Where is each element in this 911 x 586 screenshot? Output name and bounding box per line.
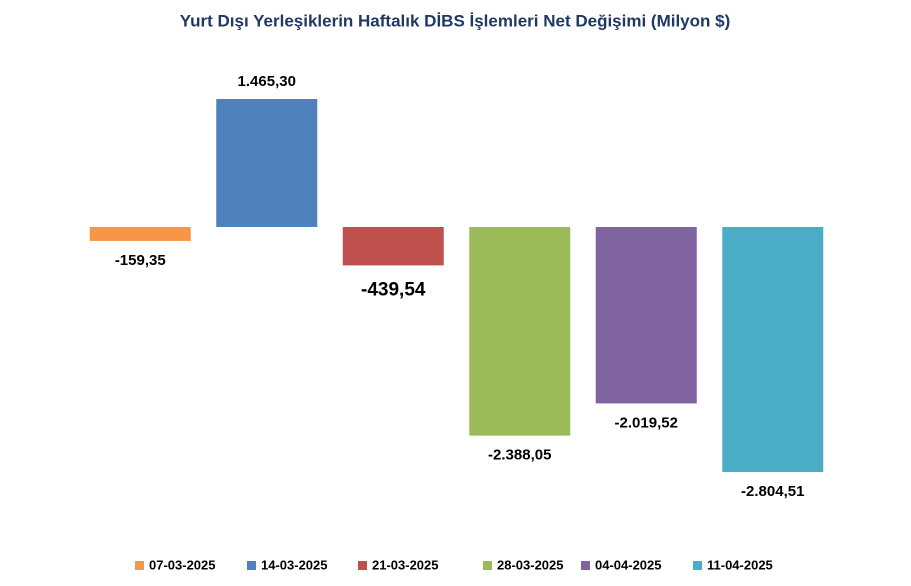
value-label: -159,35 bbox=[115, 252, 166, 269]
legend-swatch bbox=[581, 561, 590, 570]
value-label: -2.019,52 bbox=[615, 414, 678, 431]
bar bbox=[342, 227, 444, 266]
legend-label: 04-04-2025 bbox=[595, 557, 662, 572]
legend-label: 28-03-2025 bbox=[497, 557, 564, 572]
value-label: 1.465,30 bbox=[238, 73, 296, 90]
bar bbox=[216, 99, 318, 228]
bar bbox=[89, 227, 191, 241]
chart-title: Yurt Dışı Yerleşiklerin Haftalık DİBS İş… bbox=[180, 11, 731, 30]
legend-label: 11-04-2025 bbox=[707, 557, 773, 572]
legend-swatch bbox=[483, 561, 492, 570]
value-label: -2.804,51 bbox=[741, 483, 804, 500]
bar bbox=[595, 227, 697, 404]
legend-swatch bbox=[358, 561, 367, 570]
legend-label: 21-03-2025 bbox=[372, 557, 439, 572]
legend-swatch bbox=[247, 561, 256, 570]
value-label: -439,54 bbox=[361, 279, 426, 300]
legend-swatch bbox=[135, 561, 144, 570]
legend-swatch bbox=[693, 561, 702, 570]
value-label: -2.388,05 bbox=[488, 447, 551, 464]
bar bbox=[469, 227, 571, 436]
legend-label: 14-03-2025 bbox=[261, 557, 328, 572]
bar bbox=[722, 227, 824, 472]
legend-label: 07-03-2025 bbox=[149, 557, 216, 572]
